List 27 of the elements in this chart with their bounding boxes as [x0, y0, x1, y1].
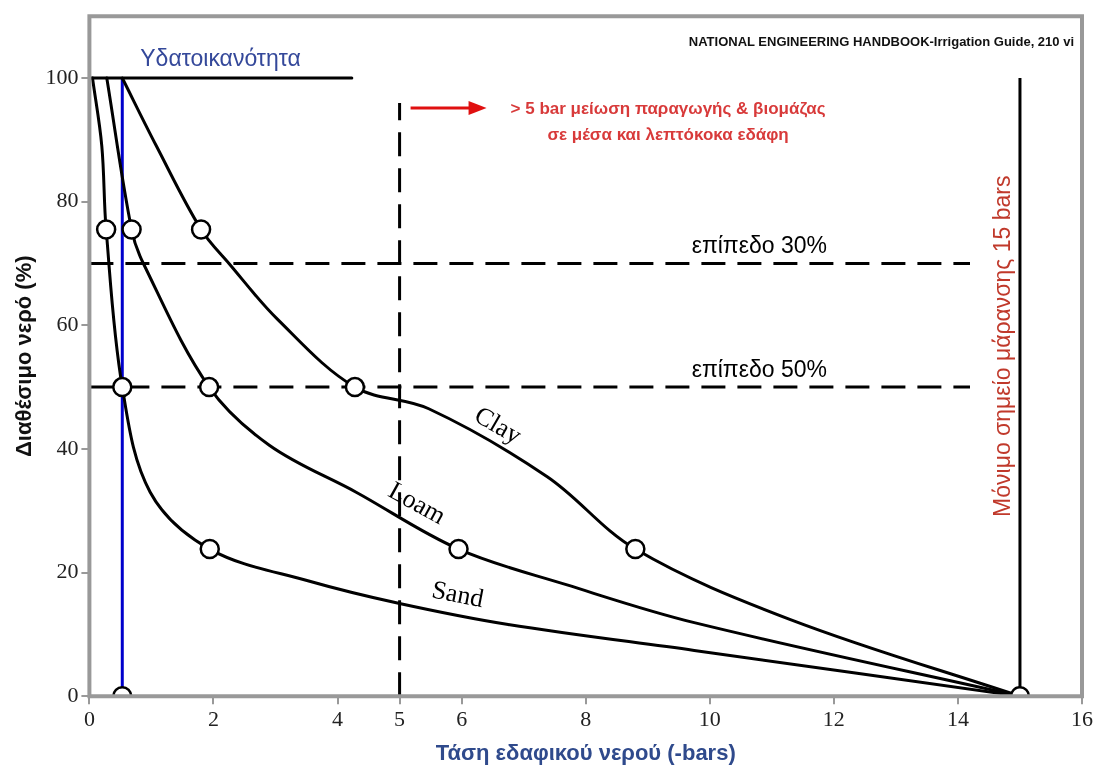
x-tick-label: 2 [207, 706, 219, 732]
x-tick-label: 6 [456, 706, 468, 732]
x-tick-label: 0 [83, 706, 95, 732]
ref-line-label: επίπεδο 30% [691, 232, 827, 259]
text: Sand [429, 574, 487, 614]
x-tick-label: 16 [1071, 706, 1093, 732]
x-tick-label: 4 [332, 706, 344, 732]
x-tick-label: 5 [394, 706, 406, 732]
y-tick-label: 0 [67, 681, 79, 707]
ref-line-label: Μόνιμο σημείο μάρανσης 15 bars [988, 175, 1015, 517]
ref-line-label: επίπεδο 50% [691, 356, 827, 383]
y-tick-label: 40 [56, 434, 79, 460]
text: Clay [469, 400, 527, 450]
x-tick-label: 8 [580, 706, 592, 732]
y-tick-label: 60 [56, 311, 79, 337]
y-tick-label: 80 [56, 187, 79, 213]
text: Loam [383, 475, 451, 531]
annotation: > 5 bar μείωση παραγωγής & βιομάζας σε μέσα και λεπτόκοκα εδάφη [510, 99, 826, 144]
y-tick-label: 20 [56, 558, 79, 584]
annotation: NATIONAL ENGINEERING HANDBOOK-Irrigation Guide, 210 vi [688, 34, 1074, 50]
x-tick-label: 12 [822, 706, 845, 732]
y-tick-label: 100 [45, 63, 79, 89]
x-tick-label: 14 [946, 706, 969, 732]
y-axis-title: Διαθέσιμο νερό (%) [11, 255, 37, 457]
ref-line-label: Υδατοικανότητα [140, 45, 301, 72]
x-tick-label: 10 [698, 706, 721, 732]
x-axis-title: Τάση εδαφικού νερού (-bars) [435, 739, 736, 765]
